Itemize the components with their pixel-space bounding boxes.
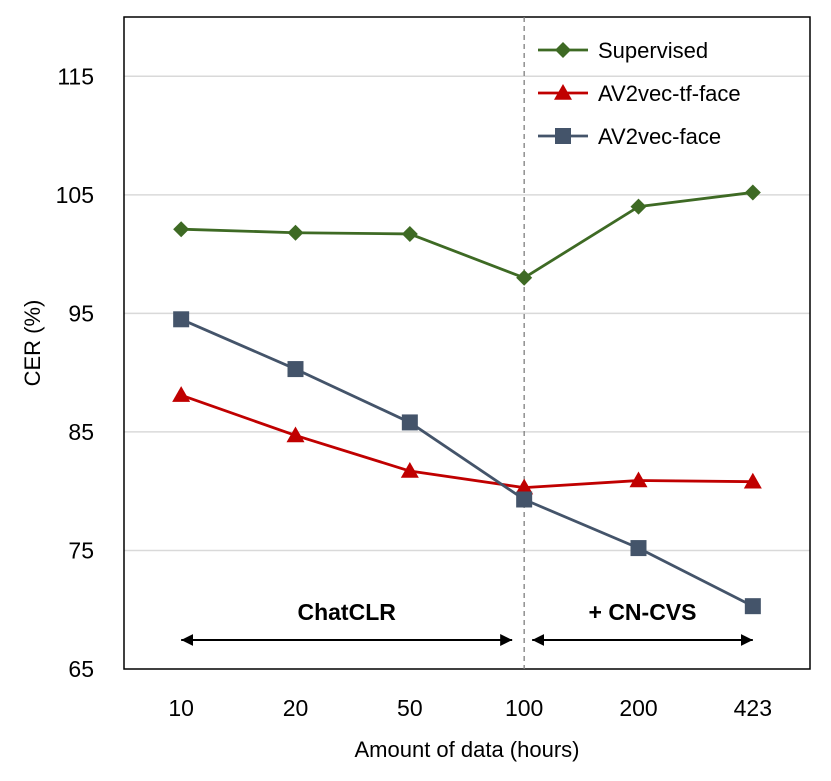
legend-marker — [555, 128, 571, 144]
series-line — [180, 318, 754, 608]
data-point — [287, 224, 304, 241]
y-tick-label: 85 — [68, 419, 94, 445]
data-point — [172, 386, 191, 402]
x-axis-title: Amount of data (hours) — [354, 737, 579, 762]
x-tick-label: 423 — [734, 695, 772, 721]
data-point — [287, 361, 304, 378]
y-axis: 65 75 85 95 105 115 — [56, 63, 94, 682]
series-line — [180, 393, 753, 490]
legend-label: Supervised — [598, 38, 708, 63]
data-point — [630, 540, 647, 557]
legend-label: AV2vec-face — [598, 124, 721, 149]
data-point — [744, 598, 761, 615]
gridlines — [124, 75, 810, 552]
x-tick-label: 20 — [283, 695, 309, 721]
y-tick-label: 75 — [68, 537, 94, 563]
data-point — [629, 471, 648, 488]
data-point — [401, 225, 418, 242]
x-tick-label: 50 — [397, 695, 423, 721]
region-annotations: ChatCLR + CN-CVS — [181, 599, 753, 646]
legend-label: AV2vec-tf-face — [598, 81, 741, 106]
x-axis: 10 20 50 100 200 423 — [168, 695, 772, 721]
data-point — [401, 414, 418, 431]
data-point — [516, 269, 533, 286]
data-point — [173, 311, 190, 328]
y-axis-title: CER (%) — [20, 300, 45, 387]
region-label-chatclr: ChatCLR — [297, 599, 396, 625]
y-tick-label: 115 — [57, 63, 94, 89]
data-point — [515, 478, 534, 495]
series-layer — [172, 184, 762, 615]
series-line — [181, 191, 754, 280]
data-point — [743, 472, 762, 489]
data-point — [744, 184, 761, 201]
data-point — [400, 462, 419, 478]
legend-marker — [555, 42, 571, 58]
series-supervised — [173, 184, 761, 286]
data-point — [286, 426, 305, 443]
x-tick-label: 10 — [168, 695, 194, 721]
legend: Supervised AV2vec-tf-face AV2vec-face — [538, 38, 741, 149]
legend-marker — [554, 84, 572, 100]
x-tick-label: 200 — [619, 695, 657, 721]
data-point — [630, 198, 647, 215]
legend-item: AV2vec-face — [538, 124, 721, 149]
legend-item: AV2vec-tf-face — [538, 81, 741, 106]
y-tick-label: 105 — [56, 182, 94, 208]
data-point — [173, 221, 190, 238]
plot-area — [123, 16, 811, 670]
series-av2vec-face — [173, 311, 761, 615]
legend-item: Supervised — [538, 38, 708, 63]
y-tick-label: 65 — [68, 656, 94, 682]
data-point — [516, 491, 533, 508]
y-tick-label: 95 — [68, 300, 94, 326]
region-label-cn-cvs: + CN-CVS — [589, 599, 697, 625]
x-tick-label: 100 — [505, 695, 543, 721]
series-av2vec-tf-face — [172, 386, 762, 495]
